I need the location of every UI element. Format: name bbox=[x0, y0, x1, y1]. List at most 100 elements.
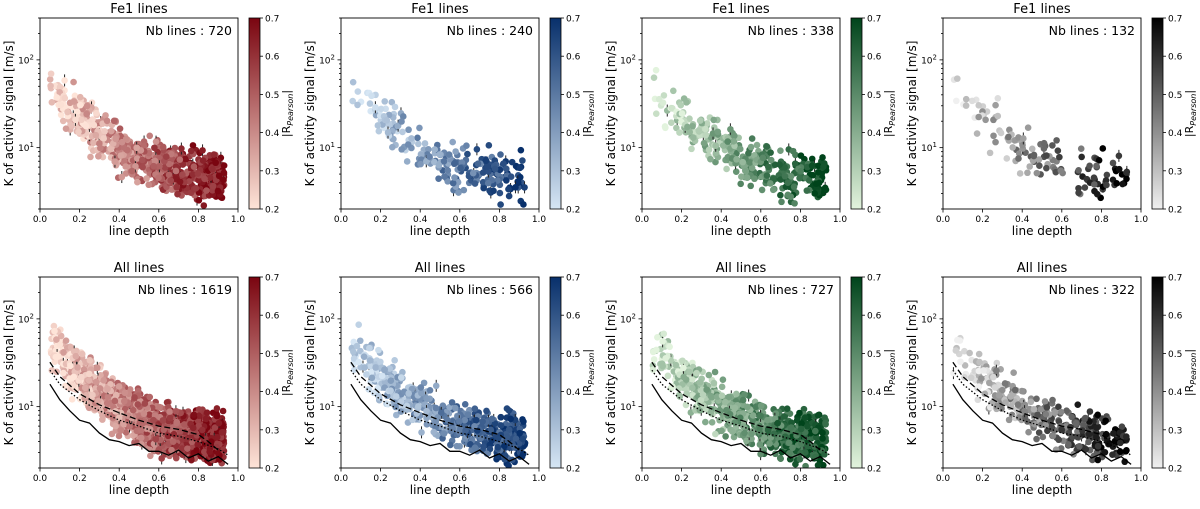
data-point bbox=[503, 165, 510, 173]
data-point bbox=[797, 152, 805, 159]
data-point bbox=[705, 146, 713, 154]
colorbar-tick-label: 0.7 bbox=[566, 274, 580, 284]
y-tick-label: 101 bbox=[620, 400, 636, 413]
data-point bbox=[1019, 141, 1026, 149]
line-count-annotation: Nb lines : 132 bbox=[1049, 23, 1135, 38]
data-point bbox=[676, 129, 683, 136]
data-point bbox=[649, 348, 657, 356]
data-point bbox=[519, 435, 527, 443]
data-point bbox=[789, 147, 797, 155]
data-point bbox=[112, 422, 119, 430]
data-point bbox=[712, 158, 719, 166]
colorbar-tick-label: 0.2 bbox=[1168, 206, 1182, 216]
data-point bbox=[167, 177, 175, 184]
colorbar-tick-label: 0.2 bbox=[867, 206, 881, 216]
data-point bbox=[661, 123, 669, 130]
data-point bbox=[85, 370, 93, 378]
data-point bbox=[654, 333, 661, 341]
data-point bbox=[60, 369, 67, 377]
data-point bbox=[213, 433, 221, 441]
data-point bbox=[774, 419, 781, 427]
colorbar-tick-label: 0.7 bbox=[566, 15, 580, 25]
data-point bbox=[777, 191, 784, 199]
line-count-annotation: Nb lines : 338 bbox=[748, 23, 834, 38]
data-point bbox=[1115, 152, 1123, 160]
data-point bbox=[355, 321, 362, 328]
data-point bbox=[220, 162, 228, 169]
data-point bbox=[784, 191, 792, 199]
data-point bbox=[56, 341, 64, 348]
data-point bbox=[500, 160, 507, 167]
panel-title: All lines bbox=[716, 261, 767, 276]
data-point bbox=[111, 397, 119, 405]
data-point bbox=[421, 140, 429, 147]
data-point bbox=[718, 427, 725, 435]
data-point bbox=[160, 426, 168, 434]
data-point bbox=[82, 122, 90, 130]
colorbar-tick-label: 0.6 bbox=[265, 312, 280, 322]
data-point bbox=[81, 384, 89, 392]
data-point bbox=[116, 125, 124, 132]
data-point bbox=[791, 160, 799, 167]
data-point bbox=[520, 201, 527, 208]
panel-title: Fe1 lines bbox=[411, 2, 469, 17]
data-point bbox=[696, 379, 704, 386]
colorbar-tick-label: 0.6 bbox=[566, 53, 581, 63]
x-tick-label: 1.0 bbox=[231, 215, 246, 225]
data-point bbox=[808, 155, 816, 163]
data-point bbox=[405, 126, 412, 134]
data-point bbox=[200, 202, 208, 209]
data-point bbox=[172, 407, 180, 415]
colorbar-tick-label: 0.2 bbox=[566, 206, 580, 216]
scatter-points bbox=[650, 66, 830, 207]
data-point bbox=[1103, 171, 1111, 179]
colorbar-tick-label: 0.2 bbox=[867, 465, 881, 475]
data-point bbox=[77, 101, 84, 109]
data-point bbox=[822, 186, 830, 194]
data-point bbox=[176, 178, 184, 186]
data-point bbox=[195, 406, 203, 413]
data-point bbox=[423, 395, 431, 402]
y-axis-label: K of activity signal [m/s] bbox=[604, 300, 618, 446]
colorbar-tick-label: 0.4 bbox=[265, 129, 280, 139]
colorbar-tick-label: 0.5 bbox=[566, 91, 580, 101]
data-point bbox=[399, 368, 406, 376]
data-point bbox=[758, 186, 766, 194]
data-point bbox=[719, 142, 727, 149]
data-point bbox=[1015, 155, 1022, 162]
colorbar-tick-label: 0.5 bbox=[867, 350, 881, 360]
data-point bbox=[673, 124, 680, 132]
line-count-annotation: Nb lines : 727 bbox=[748, 282, 834, 297]
data-point bbox=[78, 116, 85, 124]
data-point bbox=[753, 141, 761, 149]
colorbar-tick-label: 0.2 bbox=[566, 465, 580, 475]
data-point bbox=[736, 145, 744, 153]
data-point bbox=[77, 373, 85, 381]
data-point bbox=[137, 434, 145, 442]
data-point bbox=[62, 125, 70, 133]
data-point bbox=[1109, 159, 1117, 167]
data-point bbox=[100, 135, 107, 142]
colorbar-tick-label: 0.5 bbox=[566, 350, 580, 360]
x-tick-label: 0.4 bbox=[112, 474, 127, 484]
data-point bbox=[194, 170, 202, 177]
data-point bbox=[474, 160, 482, 167]
data-point bbox=[121, 405, 129, 413]
data-point bbox=[695, 127, 703, 134]
x-tick-label: 0.6 bbox=[152, 215, 167, 225]
data-point bbox=[388, 98, 396, 106]
data-point bbox=[173, 419, 180, 427]
reference-line-dashed bbox=[350, 361, 520, 451]
data-point bbox=[67, 362, 74, 370]
data-point bbox=[722, 433, 729, 440]
data-point bbox=[132, 163, 139, 170]
colorbar-tick-label: 0.6 bbox=[265, 53, 280, 63]
data-point bbox=[1036, 162, 1043, 169]
data-point bbox=[210, 151, 218, 158]
data-point bbox=[190, 163, 198, 170]
data-point bbox=[748, 164, 756, 172]
data-point bbox=[1033, 169, 1041, 177]
data-point bbox=[209, 182, 217, 190]
colorbar-tick-label: 0.4 bbox=[566, 129, 581, 139]
data-point bbox=[710, 379, 718, 387]
